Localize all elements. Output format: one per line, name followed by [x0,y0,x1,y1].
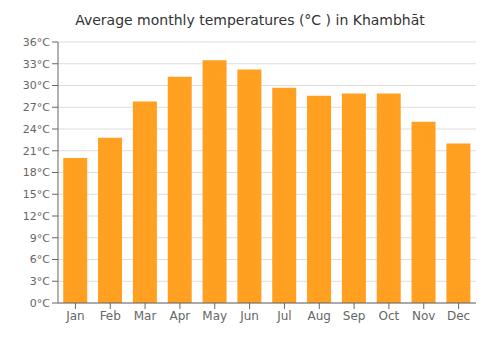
svg-text:Jan: Jan [65,309,85,323]
svg-text:9°C: 9°C [30,232,50,245]
svg-text:3°C: 3°C [30,275,50,288]
svg-text:Jun: Jun [239,309,259,323]
svg-text:24°C: 24°C [23,123,50,136]
svg-text:Dec: Dec [447,309,470,323]
svg-text:21°C: 21°C [23,145,50,158]
svg-text:18°C: 18°C [23,166,50,179]
svg-text:33°C: 33°C [23,58,50,71]
svg-text:Apr: Apr [170,309,191,323]
svg-text:36°C: 36°C [23,36,50,49]
svg-text:Mar: Mar [134,309,157,323]
svg-text:Nov: Nov [412,309,435,323]
svg-text:6°C: 6°C [30,253,50,266]
svg-text:Jul: Jul [276,309,291,323]
svg-text:May: May [202,309,227,323]
html-text:Average monthly temperatures (: Average monthly temperatures (°C ) in Kh… [75,12,425,28]
svg-text:30°C: 30°C [23,79,50,92]
svg-text:Oct: Oct [379,309,400,323]
svg-text:27°C: 27°C [23,101,50,114]
svg-text:Sep: Sep [343,309,366,323]
svg-text:Feb: Feb [100,309,121,323]
svg-text:15°C: 15°C [23,188,50,201]
svg-text:Aug: Aug [308,309,331,323]
svg-text:0°C: 0°C [30,297,50,310]
svg-text:12°C: 12°C [23,210,50,223]
